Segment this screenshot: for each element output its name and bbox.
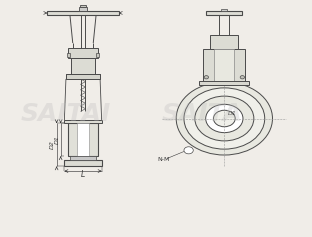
Text: SAITA: SAITA	[162, 102, 243, 126]
Bar	[96, 53, 100, 57]
Bar	[79, 7, 87, 11]
Circle shape	[204, 76, 208, 79]
Circle shape	[176, 82, 272, 155]
Text: SAITAI: SAITAI	[21, 102, 111, 126]
Bar	[203, 49, 246, 82]
Bar	[206, 11, 242, 15]
Bar	[77, 123, 89, 156]
Text: D1: D1	[54, 135, 59, 144]
Text: D2: D2	[50, 140, 55, 149]
Bar	[66, 53, 70, 57]
Bar	[68, 48, 98, 58]
Circle shape	[240, 76, 245, 79]
Circle shape	[195, 96, 254, 141]
Bar	[221, 9, 227, 11]
Circle shape	[206, 104, 243, 133]
Polygon shape	[66, 74, 100, 79]
Circle shape	[213, 110, 235, 127]
Bar	[71, 58, 95, 74]
Bar	[214, 49, 234, 82]
Bar	[66, 74, 100, 79]
Bar	[47, 11, 119, 15]
Bar	[64, 160, 102, 166]
Circle shape	[184, 88, 265, 149]
Bar	[64, 120, 102, 123]
Bar	[68, 123, 98, 156]
Text: L: L	[81, 170, 85, 179]
Bar	[70, 156, 96, 160]
Text: N-M: N-M	[158, 157, 170, 162]
Bar	[80, 5, 86, 7]
Bar	[199, 81, 249, 85]
Bar	[210, 35, 238, 49]
Text: D1: D1	[228, 111, 237, 116]
Circle shape	[184, 147, 193, 154]
